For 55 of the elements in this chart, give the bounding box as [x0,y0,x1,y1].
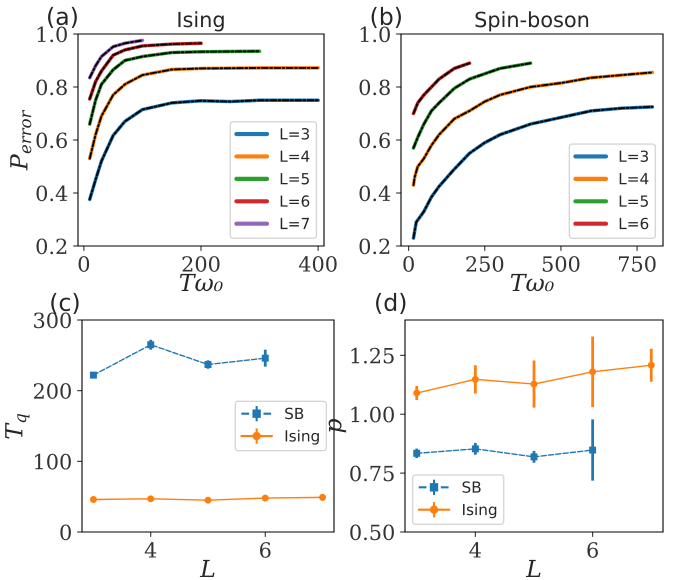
x-tick-label: 0 [403,256,414,272]
legend-label: L=3 [280,128,310,140]
x-tick-label: 400 [298,256,337,272]
y-tick-label: 0.4 [360,185,390,202]
y-tick-label: 0.8 [360,79,390,96]
x-axis-title: L [200,560,214,578]
legend-label: L=4 [620,173,648,184]
y-tick-label: 300 [34,312,71,328]
text: (c) [51,292,79,314]
x-axis-title: L [526,560,540,578]
y-axis-title: P$_{error}$ [10,110,32,170]
chart-title: Spin-boson [476,11,588,32]
y-tick-label: 0.2 [360,238,390,254]
legend-label: L=3 [620,150,648,162]
legend-label: L=4 [280,150,310,162]
legend-label: L=6 [620,218,648,230]
text: (a) [48,6,77,28]
x-axis-title: Tω₀ [510,274,554,292]
x-tick-label: 200 [182,256,220,272]
y-tick-label: 0.8 [36,79,67,96]
y-tick-label: 0.4 [36,185,68,202]
x-tick-label: 0 [78,256,90,272]
y-tick-label: 0.75 [350,466,394,482]
y-tick-label: 0 [60,524,71,540]
y-tick-label: 0.6 [36,132,67,148]
x-tick-label: 6 [587,542,598,558]
chart-title: Ising [178,11,224,32]
y-tick-label: 1.00 [351,406,394,422]
y-axis-title: p [328,418,346,433]
x-tick-label: 6 [260,542,271,558]
x-tick-label: 4 [144,542,156,558]
x-tick-label: 500 [542,256,580,272]
legend-label: L=6 [280,195,310,207]
legend-label: SB [462,481,481,493]
y-tick-label: 0.2 [36,238,66,254]
y-tick-label: 1.0 [360,26,390,42]
legend-label: Ising [463,503,496,518]
y-tick-label: 200 [34,383,71,399]
legend-label: L=5 [620,196,648,207]
x-tick-label: 750 [618,256,656,272]
y-tick-label: 0.50 [350,524,394,540]
y-tick-label: 1.0 [38,26,67,42]
y-tick-label: 0.6 [360,132,390,148]
x-axis-title: Tω₀ [180,274,223,292]
legend-label: Ising [286,430,319,445]
legend-label: L=7 [280,218,309,230]
x-tick-label: 250 [466,256,504,272]
x-tick-label: 4 [469,542,481,558]
y-tick-label: 100 [35,454,71,470]
text: (d) [376,292,406,314]
text: (b) [372,6,401,28]
y-axis-title: T$_{q}$ [5,414,30,439]
legend-label: SB [285,408,304,420]
legend-label: L=5 [280,173,309,184]
y-tick-label: 1.25 [351,348,394,364]
